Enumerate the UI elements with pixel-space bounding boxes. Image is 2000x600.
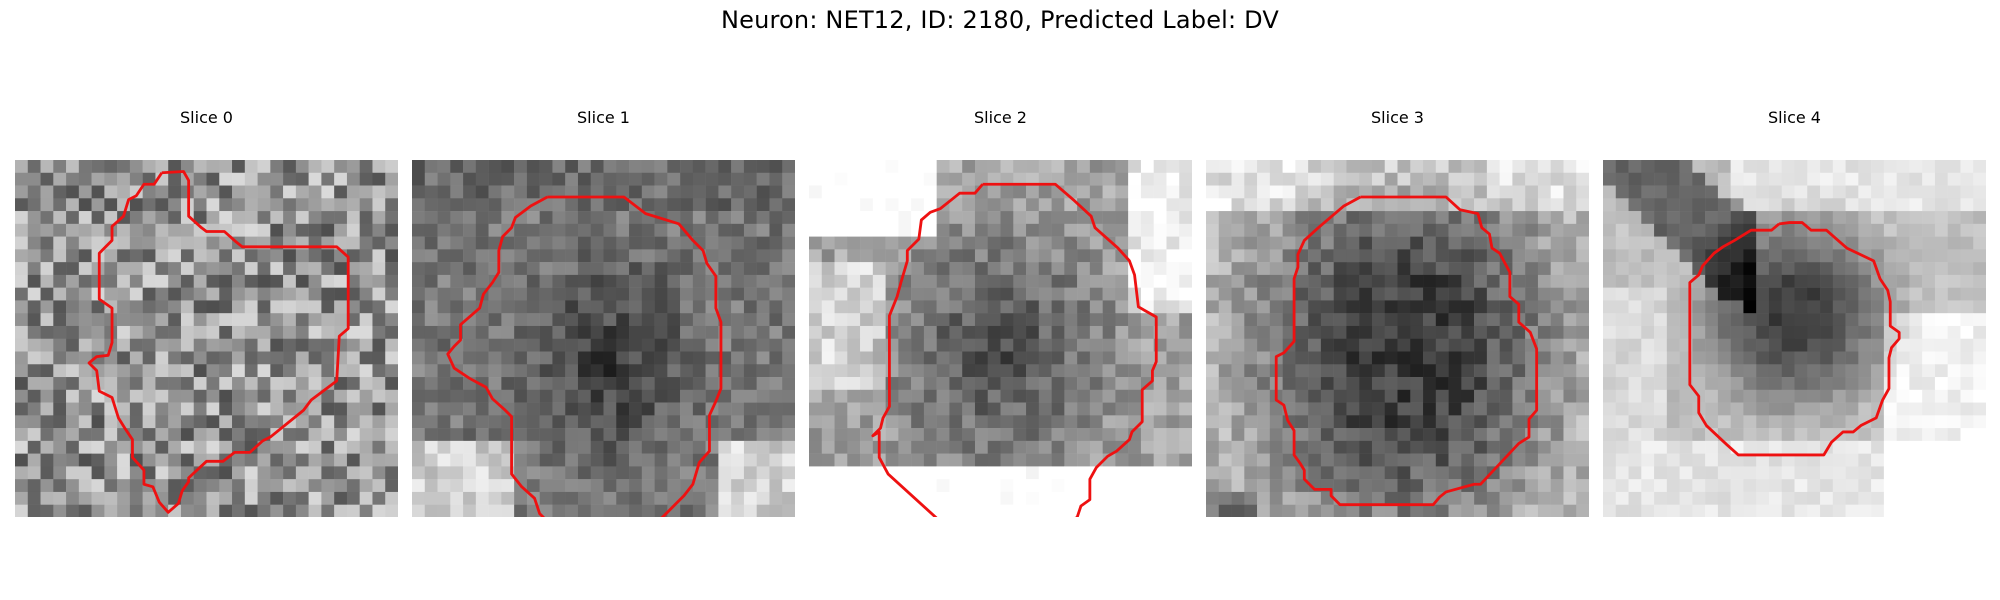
slice-title: Slice 3 <box>1371 108 1424 127</box>
segmentation-contour <box>1688 221 1901 457</box>
slice-title: Slice 2 <box>974 108 1027 127</box>
segmentation-contour <box>871 182 1158 517</box>
slice-title: Slice 4 <box>1768 108 1821 127</box>
slice-image <box>809 134 1192 517</box>
segmentation-contour <box>1274 195 1539 507</box>
slice-image <box>1206 134 1589 517</box>
slice-image <box>15 134 398 517</box>
figure-title: Neuron: NET12, ID: 2180, Predicted Label… <box>720 6 1280 34</box>
segmentation-contour <box>87 170 350 514</box>
slice-image <box>1603 134 1986 517</box>
slice-panel-2: Slice 2 <box>809 108 1192 517</box>
slice-image <box>412 134 795 517</box>
segmentation-contour <box>446 195 723 517</box>
slice-panel-0: Slice 0 <box>15 108 398 517</box>
slice-panel-4: Slice 4 <box>1603 108 1986 517</box>
slice-title: Slice 1 <box>577 108 630 127</box>
slice-title: Slice 0 <box>180 108 233 127</box>
slice-panel-1: Slice 1 <box>412 108 795 517</box>
slice-panel-3: Slice 3 <box>1206 108 1589 517</box>
